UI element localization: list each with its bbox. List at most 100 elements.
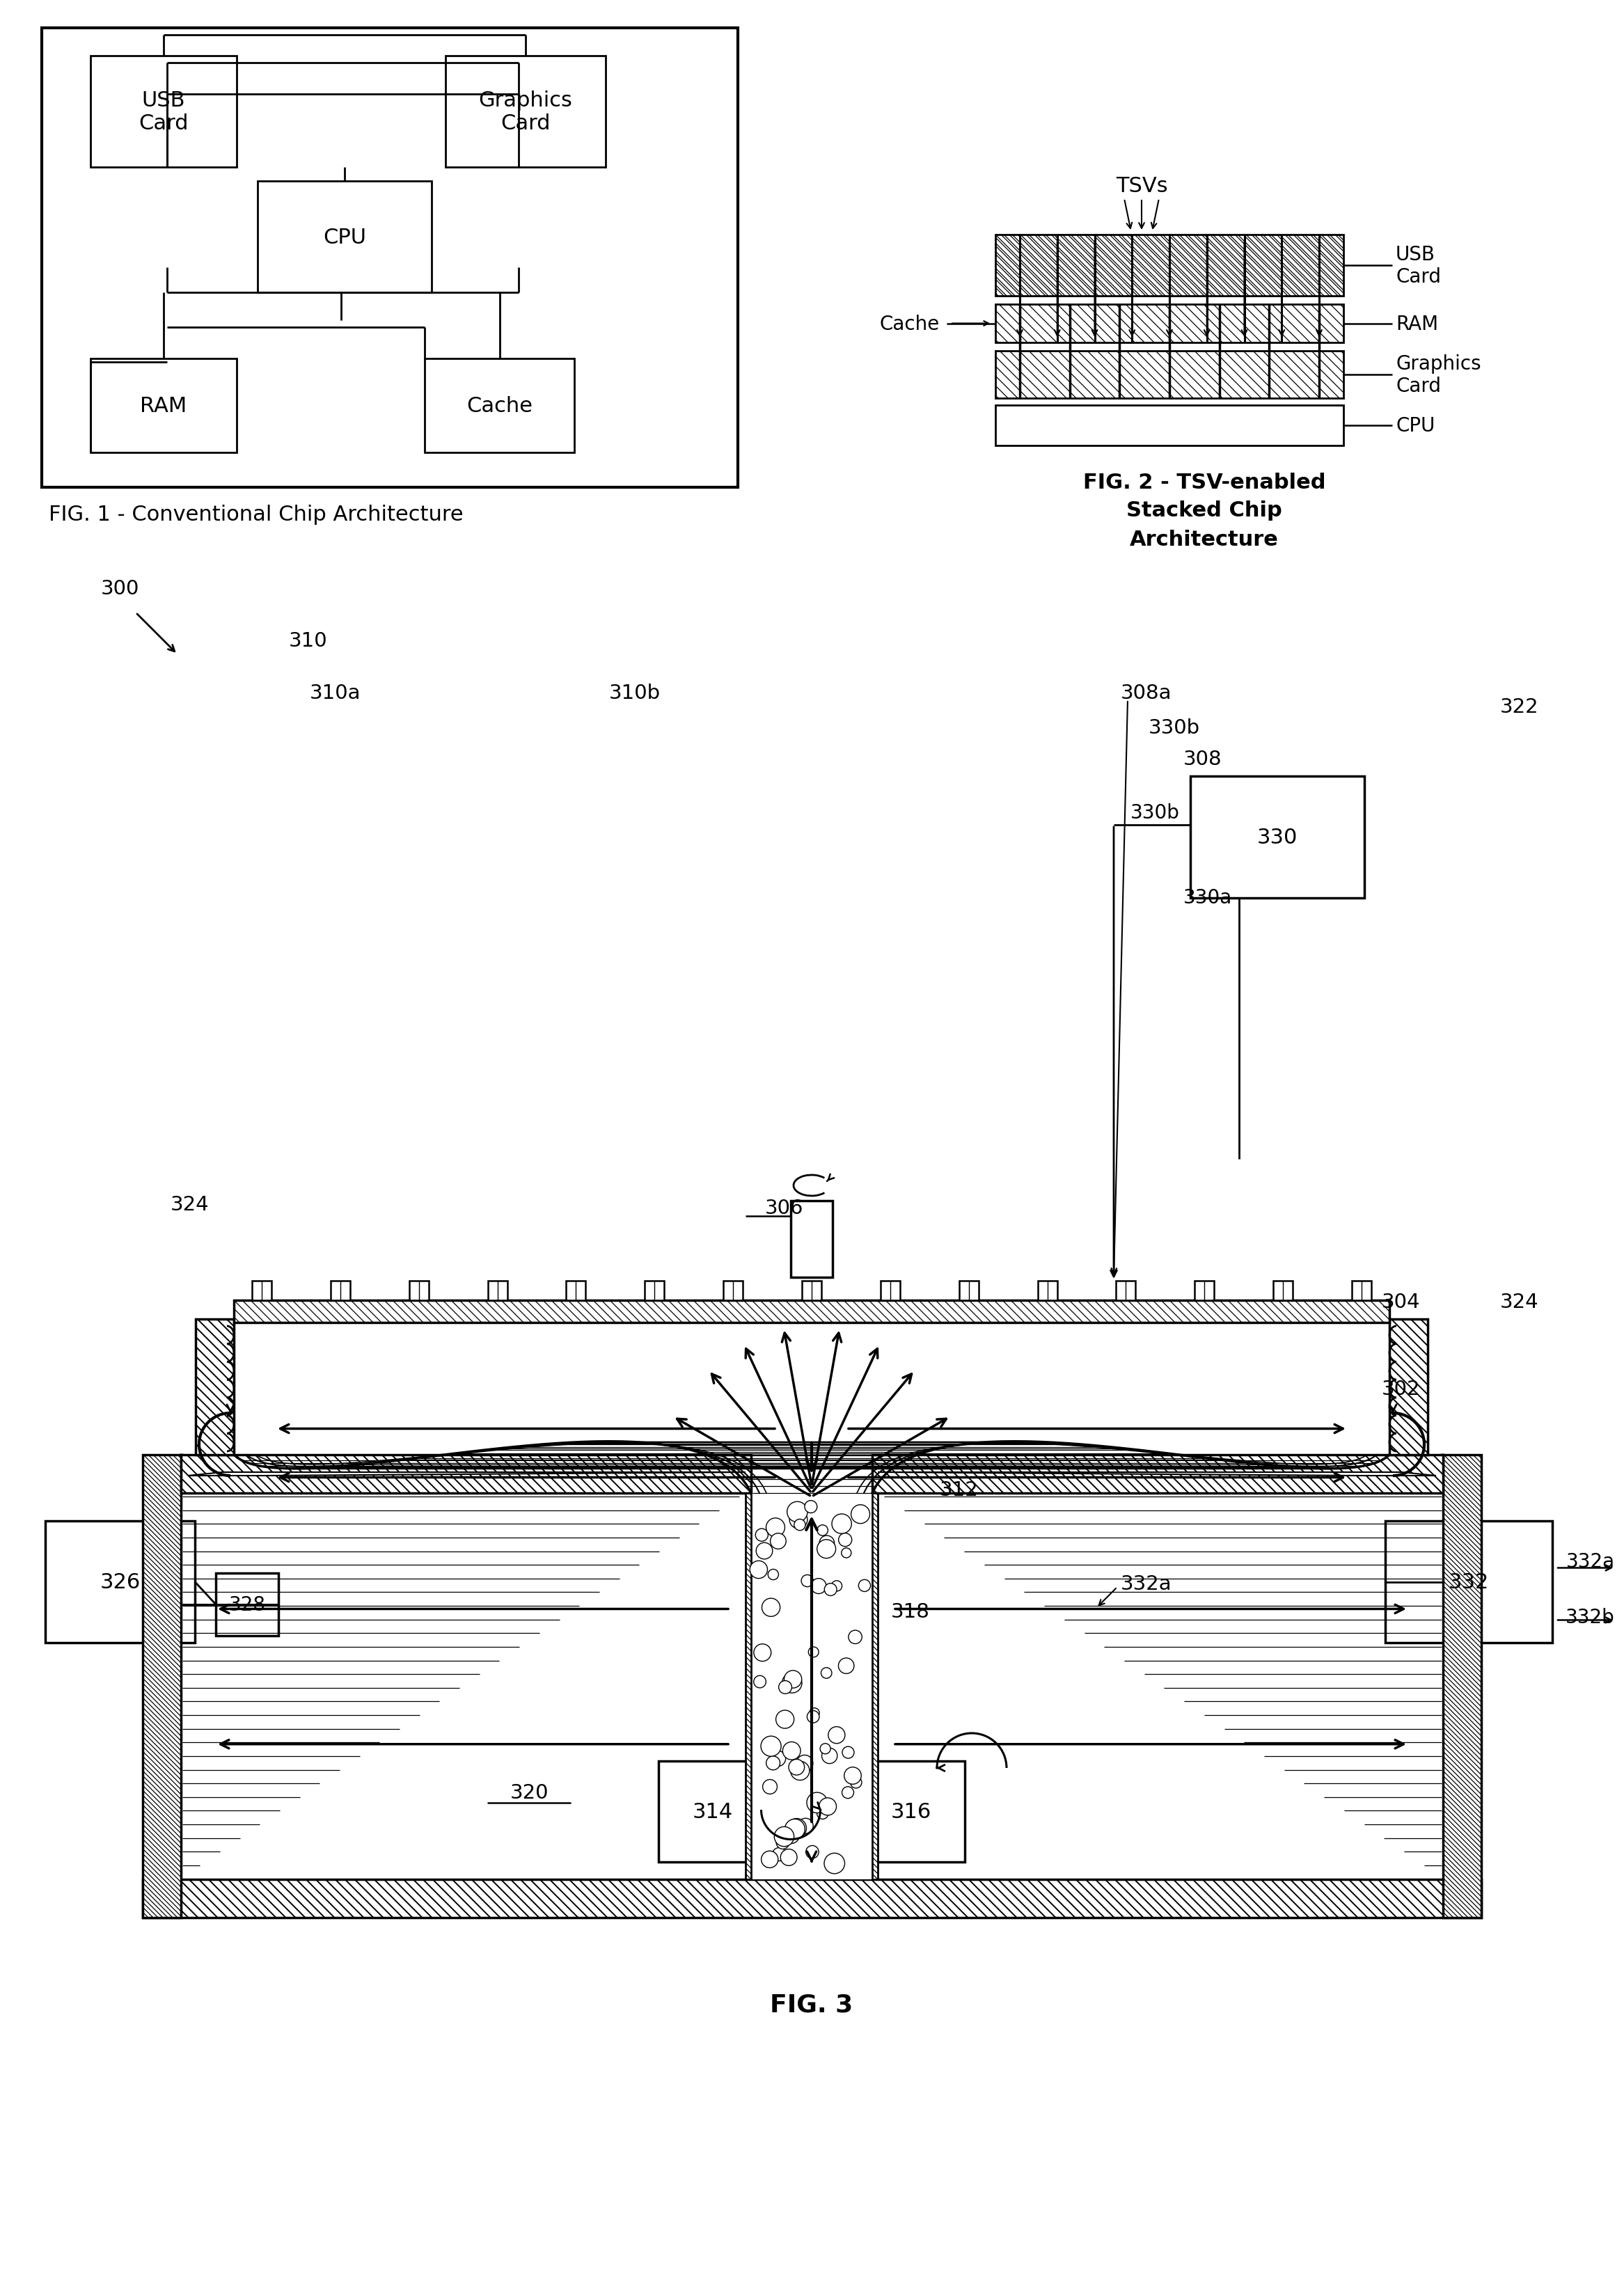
Circle shape xyxy=(828,1727,844,1743)
Bar xyxy=(216,1573,278,1635)
Circle shape xyxy=(809,1647,818,1658)
Circle shape xyxy=(762,1598,780,1617)
Circle shape xyxy=(801,1576,814,1587)
Circle shape xyxy=(794,1518,806,1530)
Circle shape xyxy=(848,1630,862,1644)
Circle shape xyxy=(783,1827,799,1843)
Text: 330b: 330b xyxy=(1130,804,1181,822)
Bar xyxy=(1038,1280,1057,1301)
Text: 328: 328 xyxy=(229,1594,266,1614)
Circle shape xyxy=(844,1768,861,1784)
Circle shape xyxy=(789,1759,804,1775)
Bar xyxy=(180,1454,750,1493)
Bar xyxy=(802,1280,822,1301)
Bar xyxy=(1116,1280,1135,1301)
Circle shape xyxy=(820,1743,830,1754)
Circle shape xyxy=(784,1672,802,1688)
Circle shape xyxy=(770,1534,786,1550)
Bar xyxy=(567,1280,586,1301)
Text: RAM: RAM xyxy=(140,396,187,417)
Circle shape xyxy=(750,1562,768,1578)
Bar xyxy=(723,1280,742,1301)
Text: Stacked Chip: Stacked Chip xyxy=(1127,502,1281,520)
Circle shape xyxy=(817,1525,828,1537)
Circle shape xyxy=(789,1511,807,1530)
Circle shape xyxy=(755,1530,768,1541)
Polygon shape xyxy=(180,1454,745,1493)
Text: 302: 302 xyxy=(1382,1379,1421,1399)
Text: 332: 332 xyxy=(1449,1571,1489,1592)
Circle shape xyxy=(817,1807,828,1818)
Circle shape xyxy=(841,1548,851,1557)
Text: FIG. 2 - TSV-enabled: FIG. 2 - TSV-enabled xyxy=(1083,472,1325,492)
Circle shape xyxy=(757,1543,773,1559)
Bar xyxy=(1390,1319,1427,1454)
Circle shape xyxy=(767,1518,784,1537)
Bar xyxy=(91,57,237,167)
Polygon shape xyxy=(188,1472,745,1475)
Circle shape xyxy=(775,1827,794,1846)
Bar xyxy=(996,305,1343,344)
Circle shape xyxy=(781,1850,797,1866)
Circle shape xyxy=(763,1779,778,1793)
Circle shape xyxy=(788,1818,807,1839)
Text: 308: 308 xyxy=(1184,749,1223,769)
Bar xyxy=(331,1280,351,1301)
Circle shape xyxy=(851,1505,870,1523)
Polygon shape xyxy=(879,1454,1444,1493)
Polygon shape xyxy=(879,1472,1436,1475)
Circle shape xyxy=(807,1793,827,1814)
Text: 310a: 310a xyxy=(310,682,361,703)
Bar xyxy=(143,1880,1481,1917)
Text: 306: 306 xyxy=(765,1198,804,1218)
Bar xyxy=(487,1280,507,1301)
Text: USB
Card: USB Card xyxy=(1395,245,1440,286)
Circle shape xyxy=(806,1846,818,1859)
Bar xyxy=(45,1521,195,1642)
Bar xyxy=(658,1761,767,1862)
Bar xyxy=(42,27,737,488)
Text: 318: 318 xyxy=(892,1601,931,1621)
Circle shape xyxy=(817,1539,836,1559)
Bar xyxy=(791,1200,833,1278)
Bar xyxy=(1444,1454,1481,1917)
Text: 308a: 308a xyxy=(1121,682,1173,703)
Circle shape xyxy=(820,1537,835,1550)
Bar xyxy=(445,57,606,167)
Circle shape xyxy=(818,1798,836,1816)
Text: 300: 300 xyxy=(101,579,140,598)
Circle shape xyxy=(831,1514,851,1534)
Bar xyxy=(996,236,1343,295)
Circle shape xyxy=(825,1582,836,1596)
Bar xyxy=(960,1280,979,1301)
Bar xyxy=(872,1493,879,1880)
Text: 332b: 332b xyxy=(1566,1608,1614,1626)
Circle shape xyxy=(762,1736,781,1756)
Circle shape xyxy=(810,1578,827,1594)
Circle shape xyxy=(776,1711,794,1729)
Text: 316: 316 xyxy=(890,1802,931,1823)
Circle shape xyxy=(770,1752,786,1766)
Bar xyxy=(258,181,432,293)
Circle shape xyxy=(822,1747,838,1763)
Circle shape xyxy=(809,1708,820,1718)
Circle shape xyxy=(762,1850,778,1869)
Bar xyxy=(1273,1280,1293,1301)
Circle shape xyxy=(788,1502,807,1523)
Text: RAM: RAM xyxy=(1395,314,1439,334)
Text: CPU: CPU xyxy=(1395,417,1436,435)
Text: Graphics
Card: Graphics Card xyxy=(1395,355,1481,396)
Bar xyxy=(996,350,1343,398)
Circle shape xyxy=(859,1580,870,1592)
Bar xyxy=(195,1319,234,1454)
Circle shape xyxy=(784,1818,806,1839)
Bar xyxy=(872,1454,1444,1493)
Text: CPU: CPU xyxy=(323,227,365,247)
Bar xyxy=(880,1280,900,1301)
Text: 330a: 330a xyxy=(1184,889,1233,907)
Text: 324: 324 xyxy=(1501,1292,1540,1312)
Text: 310: 310 xyxy=(289,632,328,650)
Circle shape xyxy=(818,1802,828,1814)
Bar xyxy=(996,405,1343,447)
Text: FIG. 1 - Conventional Chip Architecture: FIG. 1 - Conventional Chip Architecture xyxy=(49,504,463,524)
